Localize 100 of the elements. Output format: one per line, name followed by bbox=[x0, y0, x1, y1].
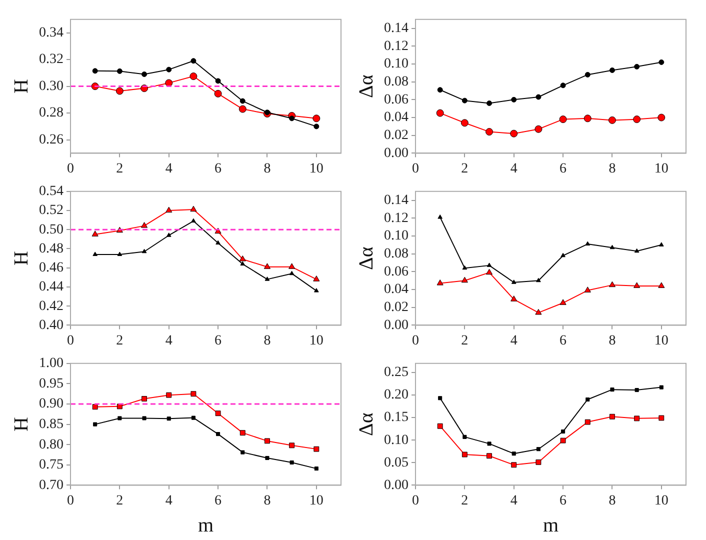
x-tick-label: 6 bbox=[560, 493, 567, 508]
point bbox=[240, 430, 246, 436]
point bbox=[437, 87, 443, 93]
point bbox=[116, 87, 124, 95]
point bbox=[584, 114, 592, 122]
point bbox=[634, 248, 640, 253]
point bbox=[437, 423, 443, 429]
point bbox=[658, 415, 664, 421]
point bbox=[314, 124, 320, 130]
x-tick-label: 4 bbox=[165, 493, 172, 508]
point bbox=[191, 416, 196, 420]
point bbox=[487, 442, 492, 446]
point bbox=[658, 59, 664, 65]
x-tick-label: 4 bbox=[165, 161, 172, 176]
y-tick-label: 0.02 bbox=[384, 300, 408, 316]
y-tick-label: 0.32 bbox=[39, 52, 64, 68]
y-tick-label: 0.15 bbox=[384, 410, 408, 426]
point bbox=[165, 79, 173, 87]
x-tick-label: 2 bbox=[116, 493, 124, 508]
point bbox=[142, 396, 147, 402]
x-tick-label: 8 bbox=[608, 333, 616, 348]
point bbox=[610, 414, 615, 420]
point bbox=[142, 416, 146, 420]
point bbox=[608, 116, 616, 124]
point bbox=[462, 265, 468, 270]
y-tick-label: 0.34 bbox=[39, 25, 64, 40]
y-tick-label: 0.10 bbox=[384, 432, 408, 448]
point bbox=[658, 114, 666, 122]
y-axis-title: H bbox=[10, 417, 32, 432]
x-tick-label: 0 bbox=[67, 493, 74, 508]
point bbox=[142, 72, 148, 78]
y-tick-label: 0.70 bbox=[39, 478, 64, 493]
point bbox=[510, 130, 518, 138]
point bbox=[462, 452, 468, 458]
y-tick-label: 0.14 bbox=[384, 20, 408, 36]
x-tick-label: 10 bbox=[309, 161, 324, 176]
point bbox=[560, 252, 566, 258]
point bbox=[511, 462, 517, 468]
y-tick-label: 0.80 bbox=[39, 437, 64, 452]
point bbox=[166, 232, 172, 237]
y-axis-title: Δα bbox=[355, 74, 378, 98]
x-tick-label: 2 bbox=[116, 161, 124, 176]
y-tick-label: 0.26 bbox=[39, 132, 64, 148]
point bbox=[609, 67, 615, 73]
point bbox=[264, 438, 270, 444]
y-tick-label: 0.40 bbox=[39, 318, 64, 333]
y-tick-label: 0.14 bbox=[384, 192, 408, 208]
y-tick-label: 0.28 bbox=[39, 106, 64, 121]
y-axis-title: Δα bbox=[355, 246, 378, 270]
y-tick-label: 0.12 bbox=[384, 38, 408, 54]
point bbox=[190, 58, 196, 64]
point bbox=[166, 66, 172, 72]
point bbox=[289, 270, 294, 276]
x-tick-label: 2 bbox=[116, 333, 124, 348]
x-tick-label: 4 bbox=[510, 493, 518, 508]
y-tick-label: 0.50 bbox=[39, 222, 64, 238]
point bbox=[92, 404, 98, 410]
point bbox=[190, 391, 196, 397]
point bbox=[215, 410, 221, 416]
x-tick-label: 0 bbox=[67, 161, 74, 176]
x-tick-label: 4 bbox=[510, 161, 518, 176]
point bbox=[536, 94, 542, 100]
point bbox=[313, 276, 320, 282]
x-tick-label: 8 bbox=[264, 161, 271, 176]
point bbox=[142, 248, 147, 254]
x-axis-title: m bbox=[542, 514, 559, 536]
point bbox=[634, 64, 640, 70]
point bbox=[561, 430, 566, 434]
y-tick-label: 0.08 bbox=[384, 74, 408, 90]
point bbox=[511, 96, 517, 102]
point bbox=[290, 460, 294, 464]
x-tick-label: 10 bbox=[654, 493, 668, 508]
point bbox=[215, 78, 221, 84]
x-tick-label: 6 bbox=[560, 333, 567, 348]
point bbox=[216, 240, 220, 245]
point bbox=[92, 230, 98, 236]
x-tick-label: 10 bbox=[654, 161, 668, 176]
x-tick-label: 8 bbox=[608, 493, 616, 508]
point bbox=[289, 442, 295, 448]
point bbox=[240, 450, 245, 454]
point bbox=[289, 116, 295, 122]
point bbox=[486, 128, 494, 136]
x-tick-label: 4 bbox=[510, 333, 518, 348]
y-tick-label: 0.06 bbox=[384, 264, 408, 280]
y-tick-label: 0.75 bbox=[39, 458, 64, 473]
point bbox=[116, 68, 122, 74]
x-tick-label: 0 bbox=[67, 333, 74, 348]
point bbox=[535, 308, 542, 315]
point bbox=[92, 252, 98, 256]
point bbox=[190, 206, 197, 212]
point bbox=[633, 116, 641, 124]
point bbox=[584, 419, 590, 425]
point bbox=[510, 296, 518, 302]
y-tick-label: 0.08 bbox=[384, 246, 408, 262]
x-tick-label: 4 bbox=[165, 333, 172, 348]
point bbox=[610, 244, 615, 250]
point bbox=[462, 434, 467, 439]
point bbox=[658, 282, 665, 288]
point bbox=[512, 452, 516, 456]
point bbox=[658, 242, 664, 246]
